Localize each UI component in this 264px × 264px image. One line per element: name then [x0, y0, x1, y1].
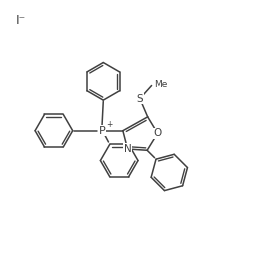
Text: +: + — [106, 120, 112, 129]
Text: P: P — [98, 126, 105, 136]
Text: S: S — [136, 93, 143, 103]
Text: O: O — [153, 128, 162, 138]
Text: Me: Me — [154, 80, 167, 89]
Text: N: N — [124, 144, 131, 154]
Text: I⁻: I⁻ — [16, 15, 26, 27]
